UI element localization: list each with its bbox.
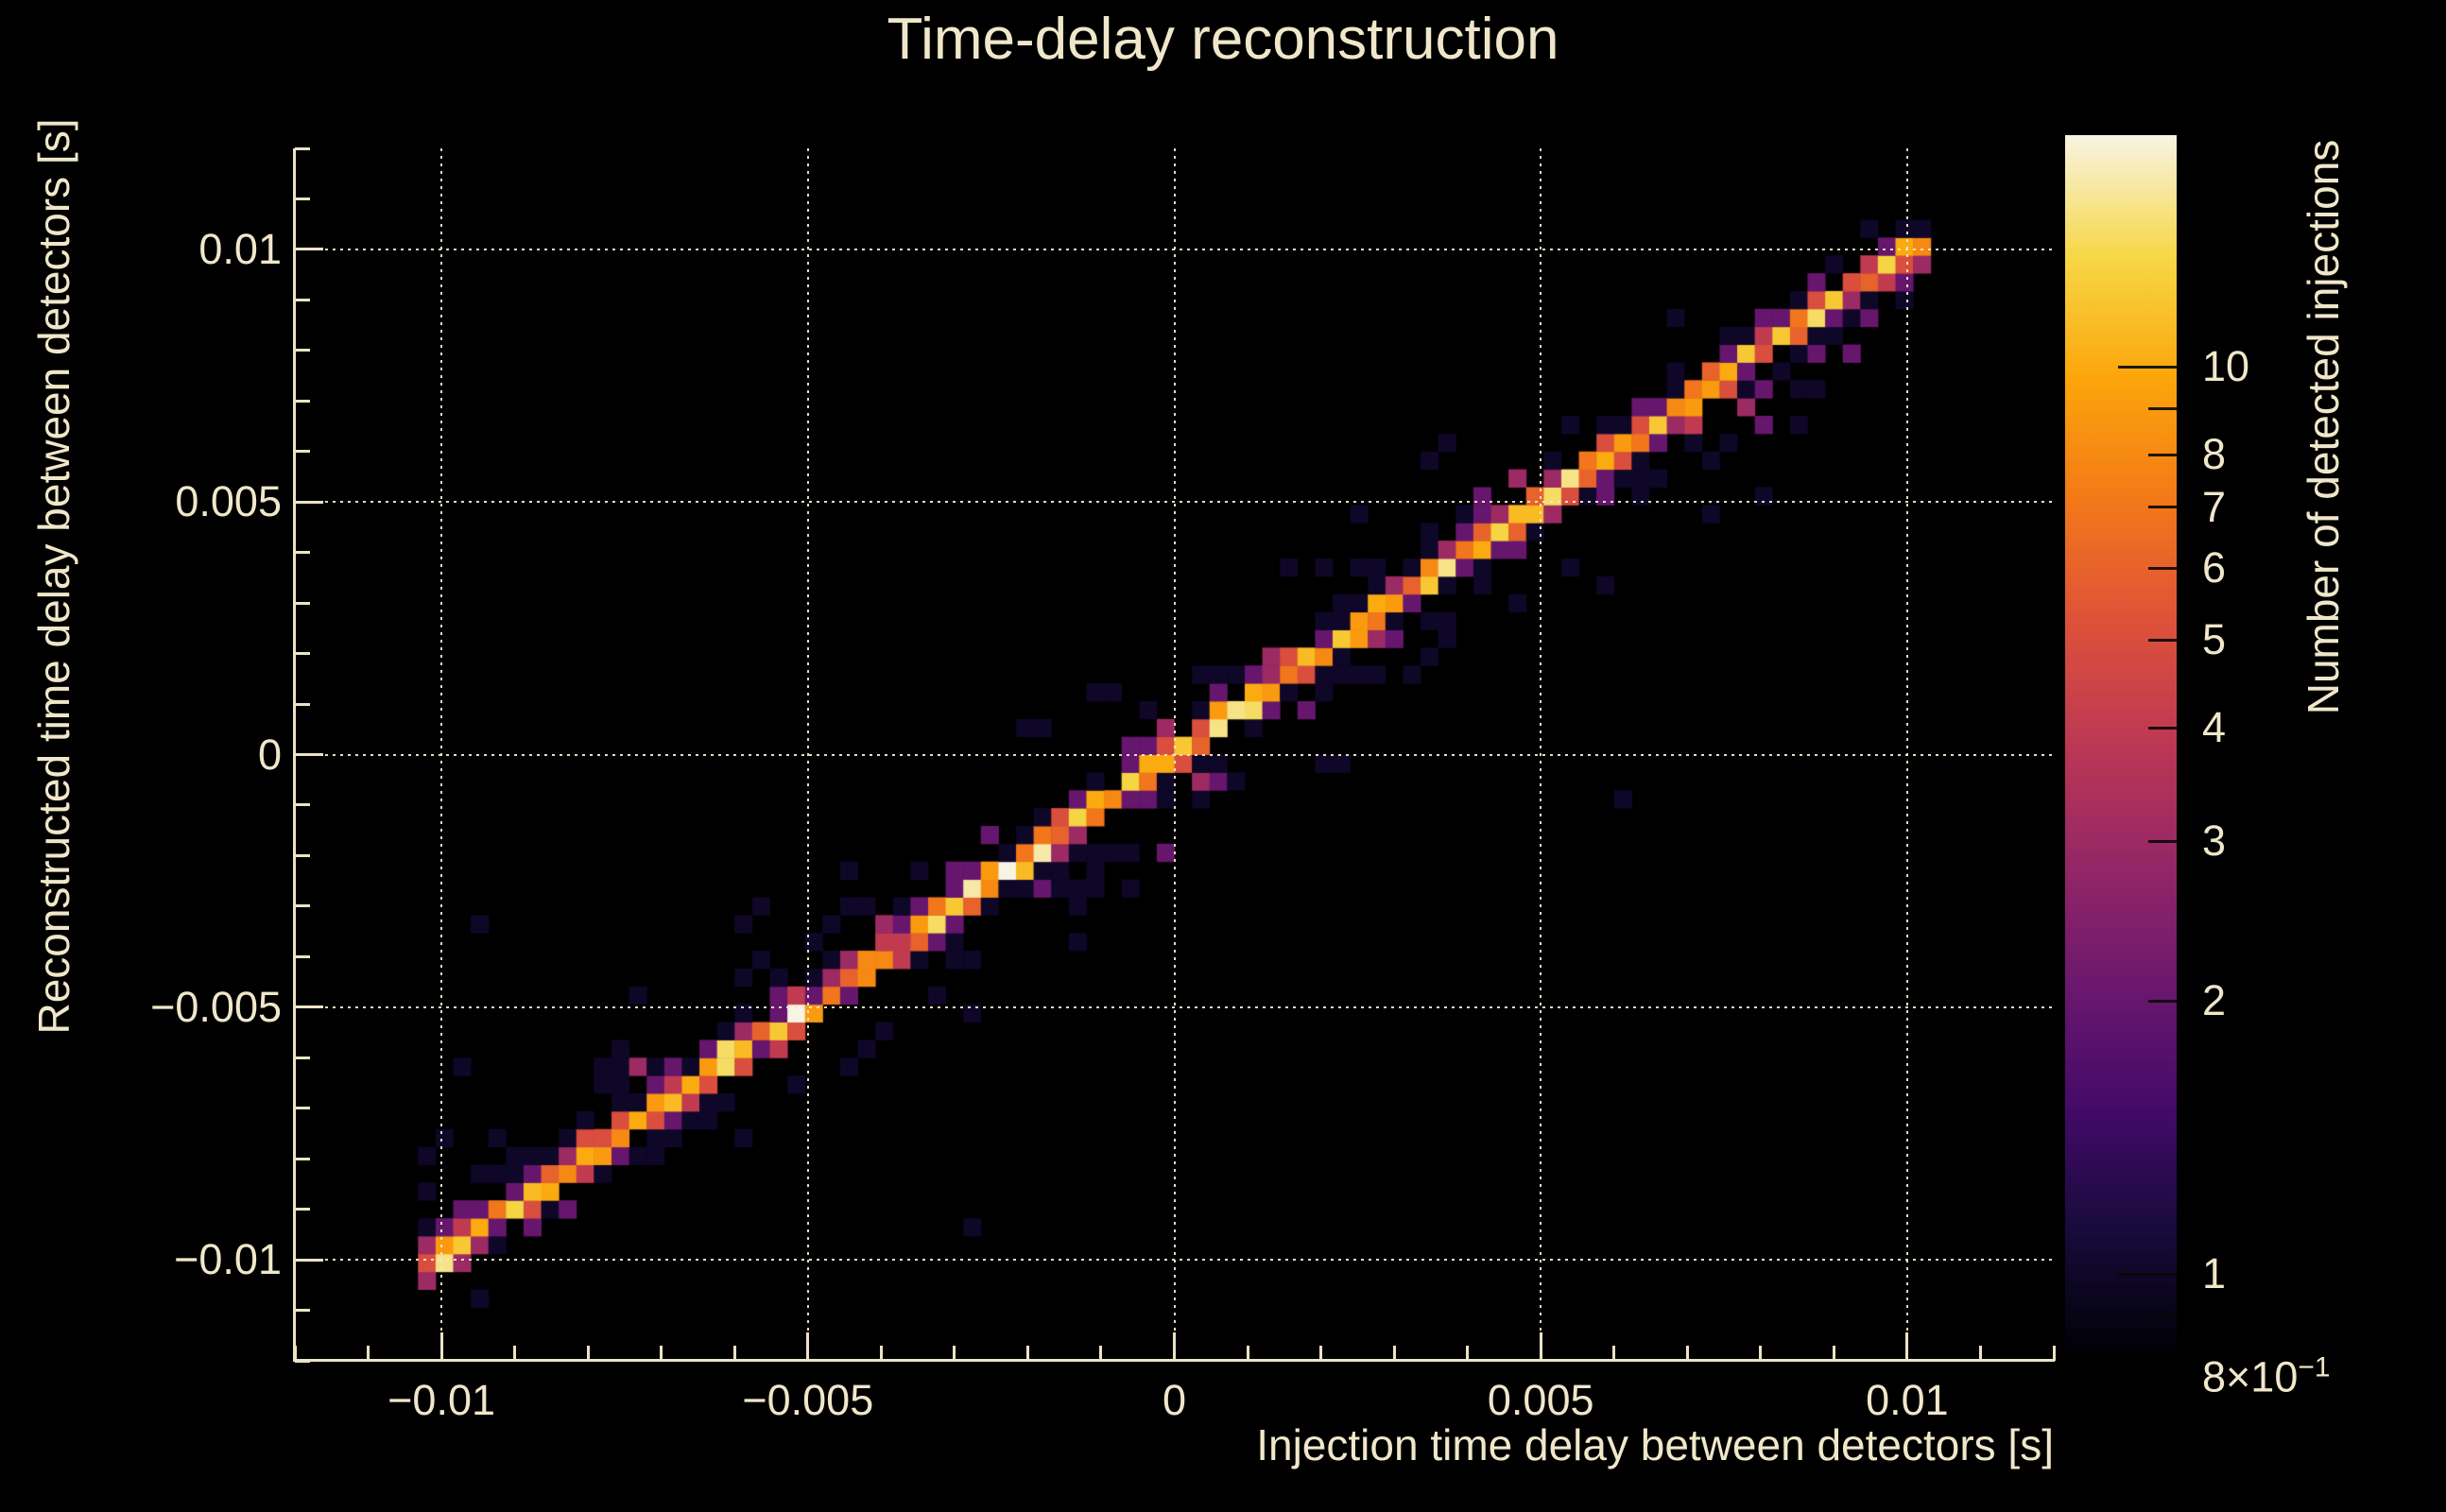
x-major-tick bbox=[806, 1332, 810, 1361]
y-minor-tick bbox=[295, 146, 310, 150]
colorbar-minor-tick bbox=[2148, 726, 2177, 730]
y-minor-tick bbox=[295, 904, 310, 908]
y-minor-tick bbox=[295, 1157, 310, 1160]
colorbar-minor-tick bbox=[2148, 406, 2177, 410]
y-minor-tick bbox=[295, 652, 310, 656]
y-tick-label: −0.005 bbox=[150, 982, 282, 1031]
y-minor-tick bbox=[295, 1107, 310, 1110]
colorbar-tick-label: 3 bbox=[2202, 816, 2227, 866]
colorbar-tick-label: 6 bbox=[2202, 543, 2227, 593]
axis-ticks-layer bbox=[293, 146, 2056, 1363]
x-tick-label: 0.005 bbox=[1487, 1376, 1594, 1424]
x-minor-tick bbox=[1612, 1346, 1616, 1361]
x-tick-label: 0.01 bbox=[1866, 1376, 1949, 1424]
x-minor-tick bbox=[1319, 1346, 1323, 1361]
y-minor-tick bbox=[295, 298, 310, 301]
y-minor-tick bbox=[295, 1309, 310, 1313]
x-minor-tick bbox=[367, 1346, 370, 1361]
x-major-tick bbox=[1539, 1332, 1542, 1361]
x-axis-title: Injection time delay between detectors [… bbox=[1256, 1420, 2054, 1469]
y-minor-tick bbox=[295, 197, 310, 200]
colorbar-tick-label: 7 bbox=[2202, 482, 2227, 531]
y-minor-tick bbox=[295, 1056, 310, 1059]
y-tick-label: 0.01 bbox=[198, 224, 282, 273]
x-tick-label: 0 bbox=[1162, 1376, 1187, 1424]
x-minor-tick bbox=[1025, 1346, 1029, 1361]
x-minor-tick bbox=[2052, 1346, 2056, 1361]
y-tick-label: 0.005 bbox=[175, 477, 282, 526]
gridline-vertical bbox=[806, 148, 809, 1361]
colorbar-major-tick bbox=[2118, 365, 2177, 369]
y-minor-tick bbox=[295, 1208, 310, 1211]
y-minor-tick bbox=[295, 601, 310, 605]
x-major-tick bbox=[439, 1332, 443, 1361]
x-minor-tick bbox=[1759, 1346, 1763, 1361]
x-minor-tick bbox=[879, 1346, 883, 1361]
y-tick-label: 0 bbox=[257, 730, 282, 779]
x-minor-tick bbox=[513, 1346, 517, 1361]
chart-title: Time-delay reconstruction bbox=[887, 7, 1559, 72]
x-minor-tick bbox=[1685, 1346, 1689, 1361]
gridline-vertical bbox=[440, 148, 443, 1361]
y-axis-title: Reconstructed time delay between detecto… bbox=[29, 118, 78, 1035]
x-minor-tick bbox=[953, 1346, 956, 1361]
y-minor-tick bbox=[295, 803, 310, 807]
x-minor-tick bbox=[1466, 1346, 1470, 1361]
y-major-tick bbox=[295, 248, 323, 251]
colorbar-major-tick bbox=[2118, 1272, 2177, 1276]
y-minor-tick bbox=[295, 450, 310, 454]
x-minor-tick bbox=[586, 1346, 590, 1361]
x-minor-tick bbox=[1246, 1346, 1249, 1361]
y-minor-tick bbox=[295, 702, 310, 706]
x-major-tick bbox=[1905, 1332, 1909, 1361]
x-minor-tick bbox=[1832, 1346, 1835, 1361]
colorbar-minor-tick bbox=[2148, 453, 2177, 456]
y-minor-tick bbox=[295, 551, 310, 555]
colorbar-gradient bbox=[2065, 135, 2177, 1357]
y-minor-tick bbox=[295, 954, 310, 958]
colorbar-minor-tick bbox=[2148, 1314, 2177, 1317]
colorbar-tick-label: 4 bbox=[2202, 703, 2227, 752]
x-minor-tick bbox=[732, 1346, 736, 1361]
colorbar-minor-tick bbox=[2148, 999, 2177, 1003]
x-tick-label: −0.005 bbox=[742, 1376, 874, 1424]
gridline-vertical bbox=[1540, 148, 1542, 1361]
plot-area bbox=[293, 146, 2056, 1363]
y-major-tick bbox=[295, 500, 323, 504]
x-minor-tick bbox=[660, 1346, 663, 1361]
colorbar-tick-label: 8×10−1 bbox=[2202, 1351, 2331, 1401]
y-major-tick bbox=[295, 753, 323, 756]
x-minor-tick bbox=[1392, 1346, 1396, 1361]
x-axis-line bbox=[293, 1359, 2055, 1362]
colorbar-tick-label: 10 bbox=[2202, 342, 2250, 391]
colorbar-tick-label: 8 bbox=[2202, 430, 2227, 479]
colorbar-minor-tick bbox=[2148, 638, 2177, 642]
x-minor-tick bbox=[1978, 1346, 1982, 1361]
colorbar-minor-tick bbox=[2148, 839, 2177, 843]
gridline-vertical bbox=[1905, 148, 1908, 1361]
x-minor-tick bbox=[1099, 1346, 1103, 1361]
y-major-tick bbox=[295, 1258, 323, 1262]
gridline-vertical bbox=[1173, 148, 1176, 1361]
colorbar bbox=[2065, 135, 2177, 1357]
y-major-tick bbox=[295, 1005, 323, 1009]
colorbar-minor-tick bbox=[2148, 566, 2177, 570]
x-major-tick bbox=[1173, 1332, 1176, 1361]
y-axis-line bbox=[293, 148, 296, 1362]
y-tick-label: −0.01 bbox=[174, 1235, 282, 1284]
colorbar-tick-label: 2 bbox=[2202, 976, 2227, 1025]
colorbar-minor-tick bbox=[2148, 506, 2177, 509]
x-tick-label: −0.01 bbox=[388, 1376, 496, 1424]
colorbar-title: Number of detected injections bbox=[2299, 139, 2348, 715]
colorbar-tick-label: 1 bbox=[2202, 1249, 2227, 1298]
gridlines-layer bbox=[295, 148, 2054, 1361]
colorbar-tick-label: 5 bbox=[2202, 615, 2227, 664]
y-minor-tick bbox=[295, 349, 310, 352]
y-minor-tick bbox=[295, 853, 310, 857]
y-minor-tick bbox=[295, 399, 310, 403]
